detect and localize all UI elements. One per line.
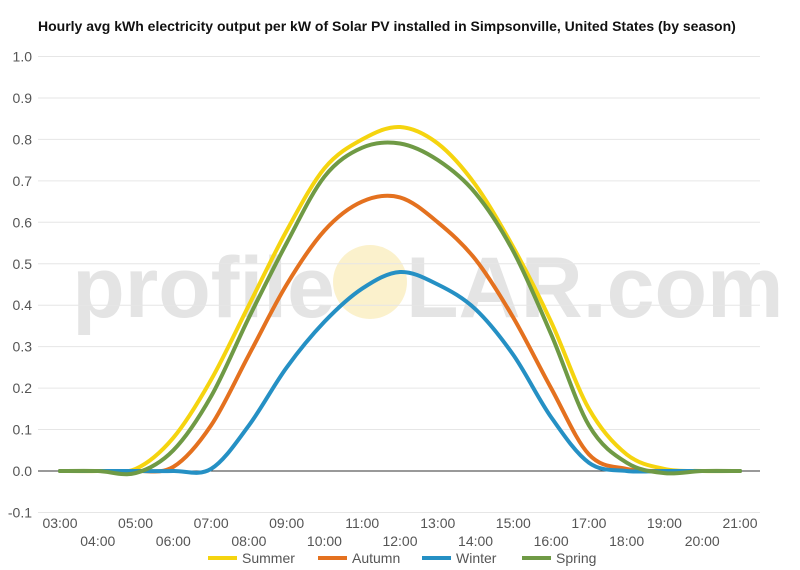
x-tick-label: 21:00 (722, 515, 757, 531)
x-tick-label: 19:00 (647, 515, 682, 531)
x-tick-label: 09:00 (269, 515, 304, 531)
series-lines (58, 124, 742, 477)
x-tick-label: 06:00 (156, 533, 191, 549)
legend-label-winter: Winter (456, 550, 497, 566)
x-tick-label: 16:00 (534, 533, 569, 549)
y-tick-label: 0.5 (13, 256, 33, 272)
legend: Summer Autumn Winter Spring (208, 550, 596, 566)
x-tick-label: 08:00 (231, 533, 266, 549)
x-tick-label: 07:00 (194, 515, 229, 531)
x-tick-label: 15:00 (496, 515, 531, 531)
series-line-spring (58, 140, 742, 477)
x-tick-label: 04:00 (80, 533, 115, 549)
x-tick-label: 13:00 (420, 515, 455, 531)
y-tick-label: 0.7 (13, 173, 33, 189)
y-tick-label: 0.1 (13, 422, 33, 438)
x-axis: 03:0004:0005:0006:0007:0008:0009:0010:00… (42, 515, 757, 549)
y-tick-label: 1.0 (13, 49, 33, 65)
x-tick-label: 05:00 (118, 515, 153, 531)
watermark: profile LAR.com (72, 240, 783, 336)
x-tick-label: 12:00 (382, 533, 417, 549)
legend-label-spring: Spring (556, 550, 596, 566)
chart-title: Hourly avg kWh electricity output per kW… (38, 18, 736, 34)
x-tick-label: 20:00 (685, 533, 720, 549)
series-line-autumn (58, 193, 742, 474)
x-tick-label: 14:00 (458, 533, 493, 549)
y-tick-label: 0.8 (13, 131, 33, 147)
y-tick-label: 0.2 (13, 380, 33, 396)
series-line-winter (58, 269, 742, 475)
legend-label-summer: Summer (242, 550, 295, 566)
y-tick-label: 0.3 (13, 339, 33, 355)
series-line-summer (58, 124, 742, 474)
x-tick-label: 10:00 (307, 533, 342, 549)
x-tick-label: 03:00 (42, 515, 77, 531)
watermark-left-text: profile (72, 240, 335, 336)
y-axis: -0.1 0.0 0.1 0.2 0.3 0.4 0.5 0.6 0.7 0.8 0.9 1.0 (8, 49, 32, 521)
y-tick-label: 0.6 (13, 214, 33, 230)
x-tick-label: 11:00 (345, 515, 379, 531)
y-tick-label: 0.0 (13, 463, 33, 479)
y-tick-label: 0.4 (13, 297, 33, 313)
y-tick-label: 0.9 (13, 90, 33, 106)
x-tick-label: 17:00 (571, 515, 606, 531)
watermark-right-text: LAR.com (406, 240, 783, 336)
y-tick-label: -0.1 (8, 504, 32, 520)
x-tick-label: 18:00 (609, 533, 644, 549)
legend-label-autumn: Autumn (352, 550, 400, 566)
